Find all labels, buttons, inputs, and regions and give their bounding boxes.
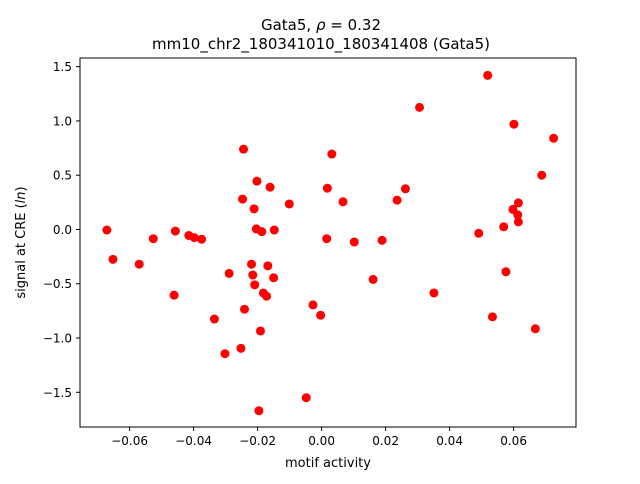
- data-point-46: [474, 228, 484, 238]
- points-layer: [102, 70, 559, 416]
- x-ticks: −0.06 −0.04 −0.02 0.00 0.02 0.04 0.06: [111, 427, 527, 448]
- y-label-italic: ln: [14, 191, 29, 203]
- data-point-32: [301, 393, 311, 403]
- title-prefix: Gata5,: [261, 16, 316, 34]
- data-point-30: [269, 225, 279, 235]
- data-point-57: [537, 170, 547, 180]
- data-point-28: [265, 182, 275, 192]
- chart-title: Gata5, ρ = 0.32: [261, 16, 381, 34]
- data-point-26: [262, 291, 272, 301]
- y-tick-label-5: 1.0: [53, 114, 72, 128]
- data-point-58: [549, 133, 559, 143]
- data-point-44: [415, 102, 425, 112]
- data-point-53: [513, 210, 523, 220]
- data-point-49: [499, 222, 509, 232]
- data-point-10: [220, 349, 230, 359]
- data-point-23: [255, 326, 265, 336]
- data-point-37: [327, 149, 337, 159]
- data-point-43: [400, 184, 410, 194]
- data-point-34: [316, 310, 326, 320]
- data-point-47: [483, 70, 493, 80]
- data-point-24: [257, 227, 267, 237]
- data-point-11: [224, 268, 234, 278]
- data-point-19: [250, 280, 260, 290]
- data-point-50: [501, 267, 511, 277]
- data-point-13: [238, 194, 248, 204]
- x-axis-label: motif activity: [285, 456, 371, 471]
- data-point-52: [509, 119, 519, 129]
- y-ticks: −1.5 −1.0 −0.5 0.0 0.5 1.0 1.5: [43, 60, 80, 400]
- data-point-3: [148, 234, 158, 244]
- data-point-4: [169, 290, 179, 300]
- data-point-38: [338, 197, 348, 207]
- data-point-29: [269, 273, 279, 283]
- y-axis-label: signal at CRE (ln): [14, 186, 29, 298]
- y-label-suffix: ): [14, 186, 29, 191]
- x-tick-label-6: 0.06: [500, 434, 527, 448]
- data-point-14: [239, 144, 249, 154]
- data-point-18: [249, 204, 259, 214]
- data-point-9: [209, 314, 219, 324]
- data-point-39: [349, 237, 359, 247]
- data-point-21: [252, 176, 262, 186]
- title-value: = 0.32: [325, 16, 381, 34]
- data-point-12: [236, 343, 246, 353]
- data-point-27: [263, 261, 273, 271]
- data-point-42: [392, 195, 402, 205]
- data-point-55: [513, 217, 523, 227]
- data-point-33: [308, 300, 318, 310]
- data-point-7: [189, 233, 199, 243]
- plot-frame: [79, 57, 577, 428]
- data-point-15: [239, 304, 249, 314]
- x-tick-label-2: −0.02: [239, 434, 276, 448]
- data-point-35: [322, 234, 332, 244]
- x-tick-label-3: 0.00: [308, 434, 335, 448]
- x-tick-label-1: −0.04: [175, 434, 212, 448]
- y-tick-label-0: −1.5: [43, 386, 72, 400]
- x-tick-label-5: 0.04: [436, 434, 463, 448]
- data-point-56: [530, 324, 540, 334]
- y-label-prefix: signal at CRE (: [14, 203, 29, 298]
- data-point-31: [284, 199, 294, 209]
- y-tick-label-2: −0.5: [43, 277, 72, 291]
- data-point-36: [322, 183, 332, 193]
- data-point-8: [197, 234, 207, 244]
- data-point-54: [513, 198, 523, 208]
- data-point-22: [254, 406, 264, 416]
- data-point-17: [248, 270, 258, 280]
- data-point-40: [368, 274, 378, 284]
- data-point-2: [134, 259, 144, 269]
- title-rho: ρ: [316, 16, 326, 34]
- data-point-5: [170, 226, 180, 236]
- data-point-0: [102, 225, 112, 235]
- y-tick-label-4: 0.5: [53, 169, 72, 183]
- chart-subtitle: mm10_chr2_180341010_180341408 (Gata5): [152, 35, 490, 54]
- y-tick-label-1: −1.0: [43, 332, 72, 346]
- data-point-45: [429, 288, 439, 298]
- x-tick-label-0: −0.06: [111, 434, 148, 448]
- y-tick-label-6: 1.5: [53, 60, 72, 74]
- data-point-41: [377, 235, 387, 245]
- data-point-1: [108, 254, 118, 264]
- data-point-48: [487, 312, 497, 322]
- x-tick-label-4: 0.02: [372, 434, 399, 448]
- data-point-16: [247, 259, 257, 269]
- y-tick-label-3: 0.0: [53, 223, 72, 237]
